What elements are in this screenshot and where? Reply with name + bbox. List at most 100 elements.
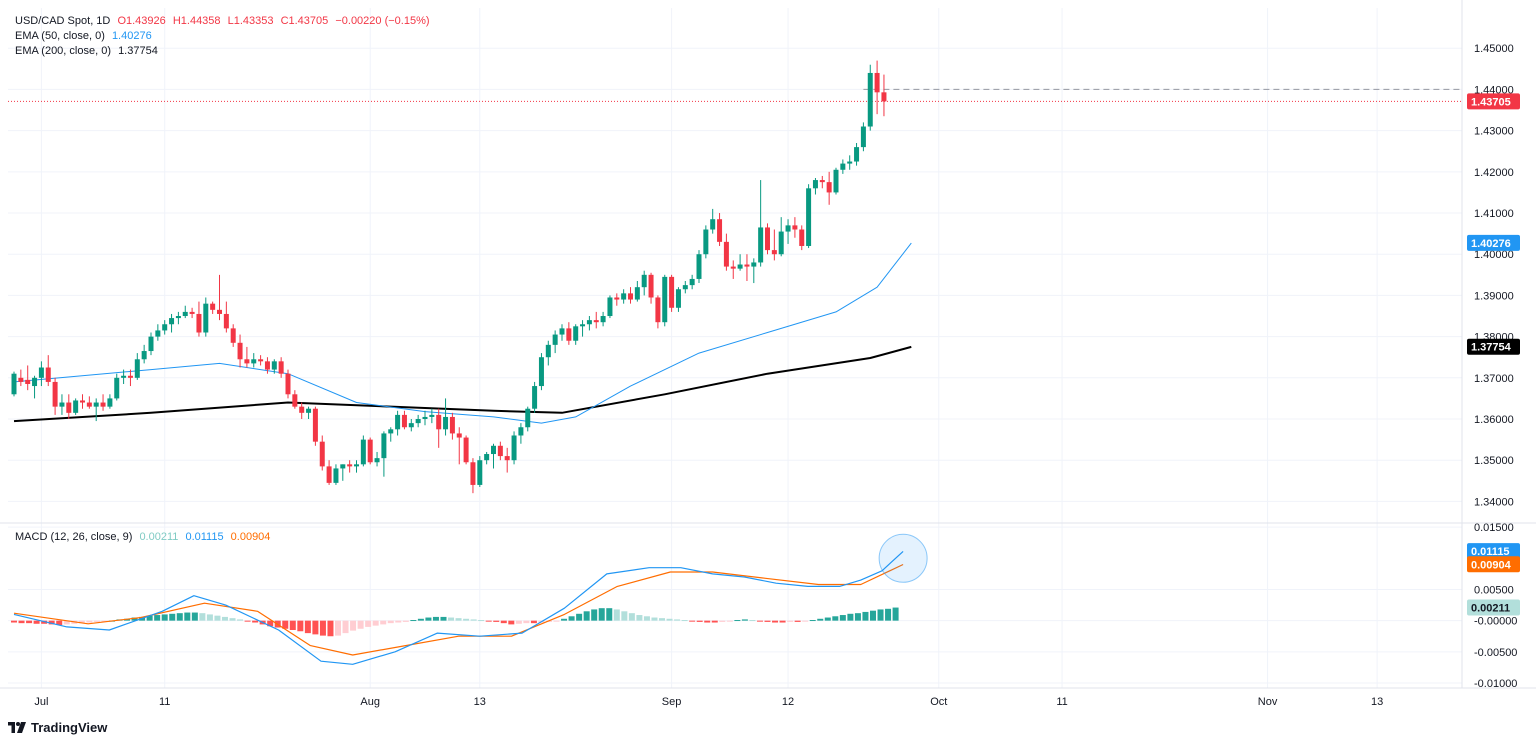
candle bbox=[285, 369, 291, 399]
candle bbox=[696, 250, 702, 284]
candle bbox=[723, 233, 729, 271]
candle-body bbox=[751, 262, 757, 267]
candle-body bbox=[532, 386, 538, 409]
macd-bar bbox=[756, 620, 763, 622]
candle bbox=[504, 447, 510, 473]
candle bbox=[73, 398, 79, 415]
macd-hist-tag-bg bbox=[1467, 599, 1520, 616]
ema200-label[interactable]: EMA (200, close, 0) bbox=[15, 45, 111, 57]
macd-histogram bbox=[11, 607, 899, 637]
macd-bar bbox=[229, 618, 236, 621]
macd-bar bbox=[636, 615, 643, 621]
macd-bar bbox=[681, 620, 688, 622]
candle bbox=[52, 377, 58, 415]
candle bbox=[264, 357, 270, 374]
candle-body bbox=[100, 402, 106, 407]
macd-bar bbox=[892, 607, 899, 621]
last-price-tag-bg bbox=[1467, 93, 1520, 110]
macd-bar bbox=[33, 620, 40, 624]
candle-body bbox=[127, 375, 133, 378]
time-tick-label: 11 bbox=[1056, 696, 1067, 708]
candle bbox=[552, 330, 558, 354]
candle bbox=[86, 396, 92, 409]
candle bbox=[614, 293, 620, 306]
price-tick-label: 1.36000 bbox=[1474, 414, 1514, 426]
candle-body bbox=[737, 264, 743, 269]
last-price-tag-text: 1.43705 bbox=[1471, 96, 1511, 108]
ema50-label[interactable]: EMA (50, close, 0) bbox=[15, 30, 105, 42]
time-tick-label: Sep bbox=[662, 696, 682, 708]
tradingview-logo[interactable]: TradingView bbox=[8, 720, 107, 735]
candle-body bbox=[867, 72, 873, 127]
macd-bar bbox=[689, 620, 696, 622]
macd-bar bbox=[885, 608, 892, 621]
candle bbox=[354, 460, 359, 473]
candle bbox=[258, 355, 264, 366]
candle-body bbox=[182, 311, 188, 317]
candle bbox=[148, 332, 154, 356]
candle bbox=[347, 460, 353, 473]
candle-body bbox=[264, 361, 270, 370]
candle-body bbox=[559, 328, 565, 335]
macd-bar bbox=[11, 620, 17, 623]
candle bbox=[162, 320, 168, 335]
macd-bar bbox=[772, 620, 779, 623]
candle bbox=[340, 464, 346, 481]
candle bbox=[532, 381, 538, 413]
candle-body bbox=[669, 276, 675, 308]
candle bbox=[230, 324, 236, 347]
candle-body bbox=[217, 309, 222, 314]
price-tick-label: 1.34000 bbox=[1474, 496, 1514, 508]
candle bbox=[25, 365, 31, 391]
candle bbox=[785, 219, 791, 244]
macd-bar bbox=[839, 615, 846, 621]
candle bbox=[326, 460, 332, 485]
candle bbox=[662, 274, 668, 327]
macd-tick-label: -0.01000 bbox=[1474, 678, 1517, 690]
macd-bar bbox=[485, 620, 492, 622]
candle-body bbox=[134, 359, 140, 378]
candle bbox=[251, 353, 257, 368]
candle bbox=[737, 254, 743, 271]
candle-body bbox=[538, 357, 544, 387]
ema50-tag-text: 1.40276 bbox=[1471, 238, 1511, 250]
ema50-path bbox=[13, 242, 912, 424]
candle-body bbox=[189, 311, 195, 314]
candle bbox=[792, 217, 798, 238]
candle bbox=[593, 311, 599, 329]
macd-bar bbox=[719, 620, 726, 622]
candle-body bbox=[655, 297, 661, 323]
macd-bar bbox=[56, 620, 63, 626]
macd-bar bbox=[493, 620, 500, 622]
candle-body bbox=[408, 423, 414, 428]
candle bbox=[518, 423, 524, 444]
candle-body bbox=[271, 361, 277, 370]
candle bbox=[443, 398, 449, 436]
candle-body bbox=[203, 303, 209, 333]
macd-bar bbox=[568, 616, 575, 621]
candle-body bbox=[38, 367, 44, 378]
ema200-value: 1.37754 bbox=[118, 45, 158, 57]
candle bbox=[436, 408, 442, 448]
macd-bar bbox=[395, 620, 402, 623]
candle bbox=[771, 229, 777, 261]
candle bbox=[628, 287, 633, 304]
macd-bar bbox=[199, 613, 206, 621]
candle bbox=[710, 208, 716, 234]
candle-body bbox=[593, 320, 599, 323]
macd-tick-label: 0.00500 bbox=[1474, 584, 1514, 596]
candle bbox=[107, 394, 113, 409]
candle-body bbox=[854, 147, 860, 162]
macd-bar bbox=[93, 620, 100, 622]
macd-label[interactable]: MACD (12, 26, close, 9) bbox=[15, 531, 133, 543]
candle bbox=[388, 427, 394, 442]
symbol-label[interactable]: USD/CAD Spot, 1D bbox=[15, 15, 111, 27]
candle bbox=[491, 443, 496, 469]
candle-body bbox=[388, 429, 394, 434]
candle bbox=[703, 225, 709, 259]
candle-body bbox=[586, 320, 592, 325]
candle bbox=[408, 419, 414, 432]
macd-bar bbox=[448, 617, 455, 621]
macd-bar bbox=[779, 620, 786, 623]
